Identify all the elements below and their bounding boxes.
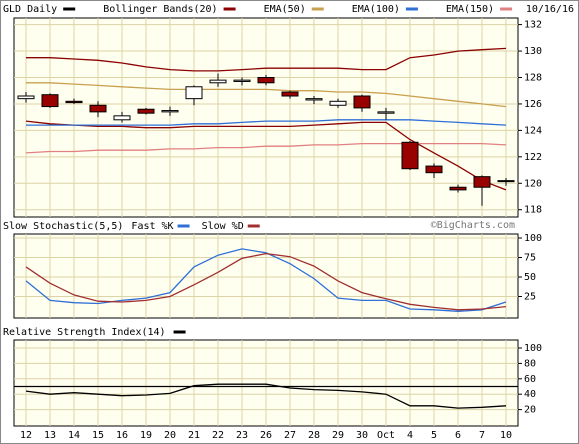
- legend-label: EMA(50): [264, 4, 306, 15]
- y-tick-label: 20: [524, 405, 536, 416]
- candle-body: [305, 98, 323, 101]
- series-line: [25, 383, 507, 409]
- legend-label: Slow %D: [202, 221, 244, 232]
- candle-body: [89, 104, 107, 113]
- y-tick-label: 60: [524, 374, 536, 385]
- x-tick-label: 23: [236, 430, 248, 441]
- candle-body: [41, 94, 59, 108]
- watermark: ©BigCharts.com: [431, 220, 515, 231]
- y-tick-label: 122: [524, 152, 542, 163]
- x-tick-label: 5: [431, 430, 437, 441]
- x-tick-label: 26: [260, 430, 272, 441]
- legend-label: EMA(100): [352, 4, 400, 15]
- series-line: [26, 47, 507, 72]
- candle-body: [353, 95, 371, 109]
- legend-label: GLD Daily: [3, 4, 57, 15]
- candle-body: [497, 180, 515, 183]
- x-tick-label: 20: [164, 430, 176, 441]
- legend-label: EMA(150): [446, 4, 494, 15]
- y-tick-label: 80: [524, 358, 536, 369]
- y-tick-label: 100: [524, 233, 542, 244]
- y-tick-label: 40: [524, 389, 536, 400]
- candle-body: [377, 111, 395, 114]
- x-tick-label: 29: [332, 430, 344, 441]
- x-tick-label: 6: [455, 430, 461, 441]
- candle-body: [329, 100, 347, 106]
- y-tick-label: 120: [524, 178, 542, 189]
- candle-body: [425, 165, 443, 174]
- candle-body: [161, 110, 179, 113]
- chart-date: 10/16/16: [526, 4, 574, 15]
- series-line: [25, 252, 507, 311]
- x-tick-label: 21: [188, 430, 200, 441]
- panel-title: Slow Stochastic(5,5): [3, 221, 123, 232]
- candle-body: [65, 100, 83, 104]
- x-tick-label: 27: [284, 430, 296, 441]
- y-tick-label: 128: [524, 72, 542, 83]
- candle-body: [185, 86, 203, 100]
- y-tick-label: 25: [524, 292, 536, 303]
- candle-body: [17, 95, 35, 100]
- candle-body: [401, 141, 419, 170]
- candle-body: [209, 79, 227, 84]
- x-tick-label: 19: [140, 430, 152, 441]
- y-tick-label: 124: [524, 125, 542, 136]
- y-tick-label: 118: [524, 205, 542, 216]
- y-tick-label: 75: [524, 253, 536, 264]
- candle-body: [449, 186, 467, 191]
- series-line: [26, 119, 507, 126]
- y-tick-label: 50: [524, 272, 536, 283]
- x-tick-label: Oct: [377, 430, 395, 441]
- x-tick-label: 15: [92, 430, 104, 441]
- candle-body: [233, 79, 251, 82]
- series-line: [26, 82, 507, 108]
- candle-body: [473, 176, 491, 188]
- series-line: [25, 120, 507, 191]
- panel-title: Relative Strength Index(14): [3, 327, 166, 338]
- candle-body: [281, 91, 299, 97]
- x-tick-label: 4: [407, 430, 413, 441]
- legend-label: Fast %K: [131, 221, 173, 232]
- series-line: [25, 248, 507, 312]
- legend-label: Bollinger Bands(20): [103, 4, 217, 15]
- candle-body: [137, 108, 155, 114]
- y-tick-label: 130: [524, 46, 542, 57]
- x-tick-label: 10: [500, 430, 512, 441]
- candle-body: [257, 76, 275, 84]
- candle-body: [113, 115, 131, 121]
- y-tick-label: 132: [524, 20, 542, 31]
- y-tick-label: 126: [524, 99, 542, 110]
- x-tick-label: 13: [44, 430, 56, 441]
- x-tick-label: 30: [356, 430, 368, 441]
- x-tick-label: 14: [68, 430, 80, 441]
- y-tick-label: 100: [524, 343, 542, 354]
- x-tick-label: 12: [20, 430, 32, 441]
- series-line: [25, 142, 507, 154]
- x-tick-label: 28: [308, 430, 320, 441]
- x-tick-label: 16: [116, 430, 128, 441]
- x-tick-label: 22: [212, 430, 224, 441]
- x-tick-label: 7: [479, 430, 485, 441]
